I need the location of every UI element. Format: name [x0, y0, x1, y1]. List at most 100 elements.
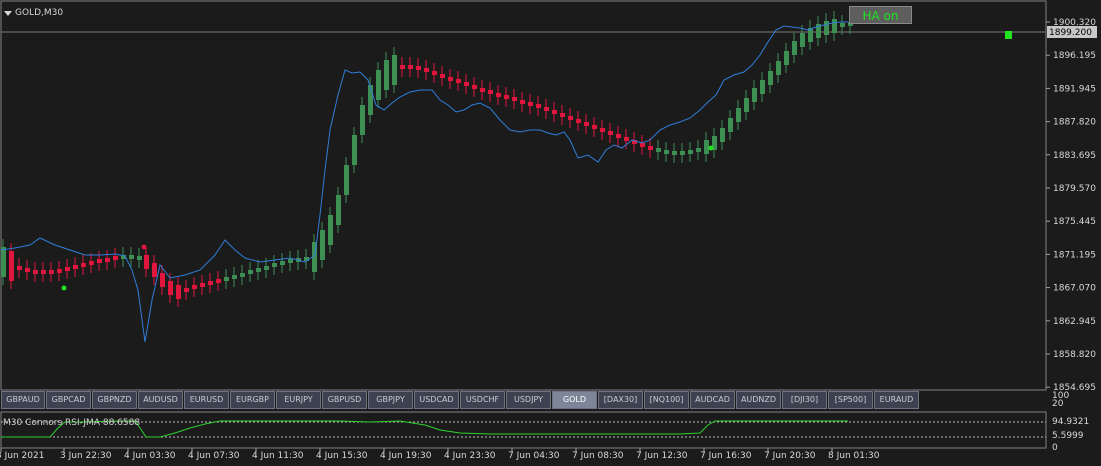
- candle-body: [816, 24, 821, 38]
- price-tick-label: 1871.195: [1053, 250, 1096, 260]
- candle-body: [129, 255, 134, 259]
- candle-body: [25, 268, 30, 272]
- time-tick-label: 4 Jun 03:30: [124, 451, 176, 461]
- candle-body: [336, 195, 341, 225]
- signal-marker: [1005, 31, 1012, 39]
- candle-body: [432, 71, 437, 75]
- candle-body: [696, 148, 701, 152]
- symbol-button-gbpaud[interactable]: GBPAUD: [1, 391, 45, 409]
- indicator-tick-label: 5.5999: [1052, 431, 1084, 441]
- candle-body: [200, 283, 205, 287]
- candle-body: [800, 33, 805, 47]
- symbol-button-usdjpy[interactable]: USDJPY: [506, 391, 551, 409]
- price-axis: 1900.320 1896.195 1891.945 1887.820 1883.695…: [1046, 18, 1096, 393]
- symbol-button-gold[interactable]: GOLD: [552, 391, 597, 409]
- price-tick-label: 1879.570: [1053, 184, 1096, 194]
- symbol-button-usdcad[interactable]: USDCAD: [414, 391, 459, 409]
- candle-body: [105, 258, 110, 262]
- candle-body: [744, 98, 749, 112]
- candle-body: [528, 102, 533, 106]
- candle-body: [208, 281, 213, 285]
- price-tick-label: 1896.195: [1053, 51, 1096, 61]
- bull-signal-dot: [708, 145, 714, 151]
- candle-body: [584, 122, 589, 126]
- symbol-button-gbpusd[interactable]: GBPUSD: [322, 391, 367, 409]
- candle-body: [752, 88, 757, 102]
- candle-body: [608, 131, 613, 135]
- symbol-button-audcad[interactable]: AUDCAD: [690, 391, 735, 409]
- candle-body: [808, 28, 813, 42]
- candle-body: [256, 268, 261, 272]
- time-tick-label: 4 Jun 15:30: [316, 451, 368, 461]
- candle-body: [232, 275, 237, 279]
- ha-toggle-button[interactable]: HA on: [849, 6, 912, 24]
- chevron-down-icon[interactable]: [4, 10, 12, 16]
- heiken-ashi-candles: [1, 11, 853, 307]
- chart-symbol-title[interactable]: GOLD,M30: [4, 8, 63, 18]
- symbol-button-gbpcad[interactable]: GBPCAD: [46, 391, 91, 409]
- candle-body: [848, 22, 853, 26]
- symbol-button-nq100[interactable]: [NQ100]: [644, 391, 689, 409]
- candle-body: [73, 265, 78, 269]
- candle-body: [288, 259, 293, 263]
- candle-body: [240, 273, 245, 277]
- candle-body: [784, 51, 789, 65]
- candle-body: [792, 41, 797, 55]
- price-tick-label: 1867.070: [1053, 284, 1096, 294]
- time-tick-label: 3 Jun 22:30: [60, 451, 112, 461]
- price-tick-label: 1858.820: [1053, 350, 1096, 360]
- indicator-tick-label: 20: [1052, 399, 1064, 409]
- symbol-button-gbpnzd[interactable]: GBPNZD: [92, 391, 137, 409]
- symbol-button-dji30[interactable]: [DJI30]: [782, 391, 827, 409]
- symbol-button-eurusd[interactable]: EURUSD: [184, 391, 229, 409]
- candle-body: [144, 255, 149, 269]
- candle-body: [496, 93, 501, 97]
- candle-body: [224, 277, 229, 281]
- bull-signal-dot: [61, 285, 67, 291]
- symbol-switcher-bar: GBPAUD GBPCAD GBPNZD AUDUSD EURUSD EURGBP EURJ…: [1, 391, 919, 409]
- candle-body: [33, 270, 38, 274]
- time-tick-label: 4 Jun 07:30: [188, 451, 240, 461]
- candle-body: [304, 257, 309, 261]
- symbol-button-dax30[interactable]: [DAX30]: [598, 391, 643, 409]
- candle-body: [1, 247, 6, 277]
- candle-body: [448, 77, 453, 81]
- bid-price-box: [1047, 26, 1097, 38]
- symbol-button-eurjpy[interactable]: EURJPY: [276, 391, 321, 409]
- time-tick-label: 7 Jun 04:30: [508, 451, 560, 461]
- candle-body: [656, 148, 661, 152]
- symbol-button-audusd[interactable]: AUDUSD: [138, 391, 183, 409]
- candle-body: [160, 273, 165, 287]
- candle-body: [736, 108, 741, 122]
- symbol-button-usdchf[interactable]: USDCHF: [460, 391, 505, 409]
- indicator-label: M30 Connors RSI-JMA 88.6588: [3, 418, 141, 428]
- symbol-button-gbpjpy[interactable]: GBPJPY: [368, 391, 413, 409]
- indicator-tick-label: 94.9321: [1052, 417, 1089, 427]
- candle-body: [568, 116, 573, 120]
- symbol-button-sp500[interactable]: [SP500]: [828, 391, 873, 409]
- time-tick-label: 7 Jun 12:30: [636, 451, 688, 461]
- candle-body: [81, 263, 86, 267]
- symbol-button-euraud[interactable]: EURAUD: [874, 391, 919, 409]
- indicator-tick-label: 100: [1052, 391, 1069, 401]
- time-tick-label: 8 Jun 01:30: [828, 451, 880, 461]
- time-tick-label: 7 Jun 16:30: [700, 451, 752, 461]
- candle-body: [328, 215, 333, 245]
- candle-body: [720, 128, 725, 142]
- candle-body: [9, 251, 14, 281]
- candle-body: [280, 261, 285, 265]
- candle-body: [368, 85, 373, 115]
- candle-body: [824, 21, 829, 35]
- indicator-tick-label: 0: [1052, 443, 1058, 453]
- candle-body: [480, 88, 485, 92]
- candle-body: [137, 256, 142, 260]
- symbol-button-audnzd[interactable]: AUDNZD: [736, 391, 781, 409]
- candle-body: [49, 270, 54, 274]
- candle-body: [488, 90, 493, 94]
- symbol-button-eurgbp[interactable]: EURGBP: [230, 391, 275, 409]
- candle-body: [424, 68, 429, 72]
- bear-signal-dot: [141, 244, 147, 250]
- candle-body: [688, 150, 693, 154]
